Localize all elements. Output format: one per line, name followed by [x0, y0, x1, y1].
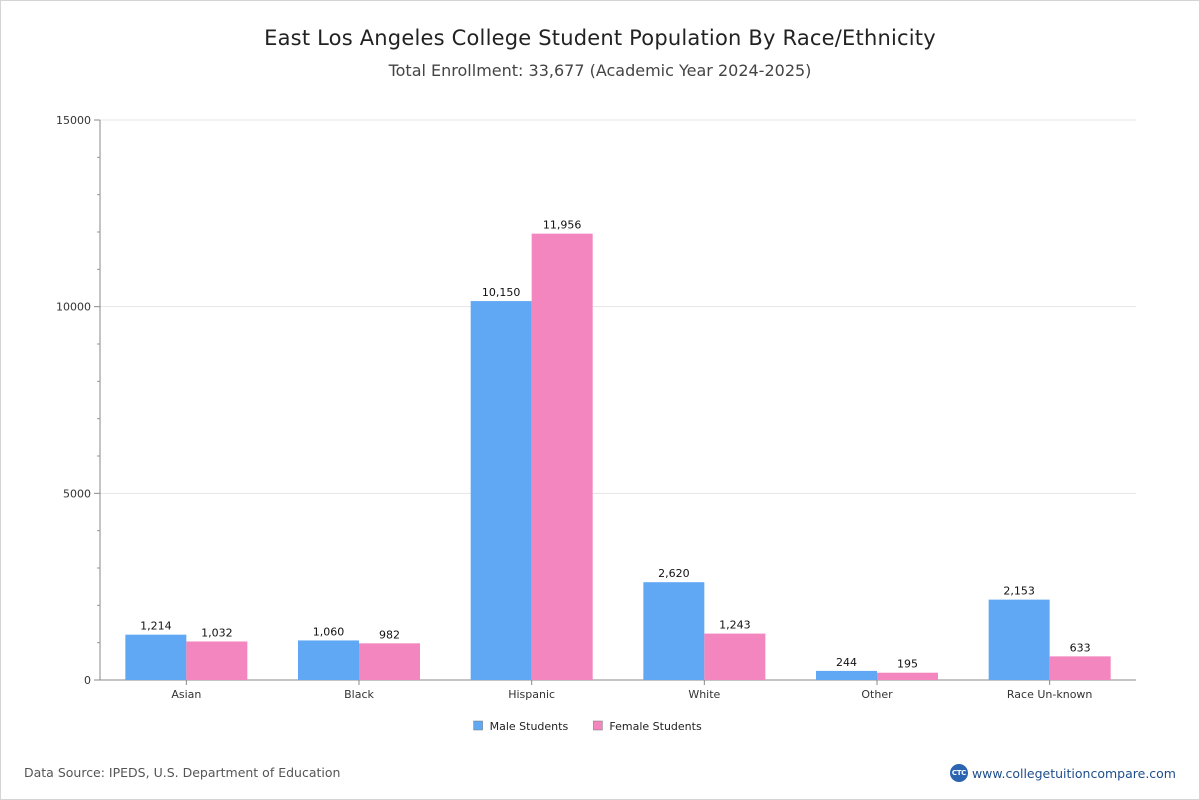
bar-value-label: 2,620	[658, 567, 690, 580]
plot-area	[100, 120, 1136, 680]
legend-swatch-female	[593, 720, 603, 731]
ctc-logo-icon: CTC	[949, 764, 968, 782]
bar-female[interactable]	[877, 672, 938, 680]
bar-value-label: 244	[836, 656, 857, 669]
bar-value-label: 11,956	[543, 219, 582, 232]
data-source-note: Data Source: IPEDS, U.S. Department of E…	[24, 765, 341, 780]
legend-swatch-male	[473, 720, 483, 731]
bar-value-label: 2,153	[1003, 585, 1035, 598]
site-link[interactable]: CTC www.collegetuitioncompare.com	[949, 764, 1176, 782]
y-tick-label: 0	[84, 674, 91, 687]
x-tick-label: Black	[344, 688, 374, 701]
bar-value-label: 1,060	[313, 625, 345, 638]
legend-label: Male Students	[490, 720, 569, 733]
bar-female[interactable]	[704, 633, 766, 680]
y-tick-label: 15000	[56, 114, 91, 127]
bar-value-label: 1,214	[140, 620, 172, 633]
chart-title: East Los Angeles College Student Populat…	[264, 26, 936, 50]
bar-value-label: 1,243	[719, 619, 751, 632]
bar-male[interactable]	[988, 599, 1050, 680]
x-tick-label: Asian	[171, 688, 201, 701]
x-tick-label: Hispanic	[508, 688, 555, 701]
bar-value-label: 982	[379, 628, 400, 641]
y-tick-label: 5000	[63, 487, 91, 500]
bar-value-label: 195	[897, 658, 918, 671]
bar-female[interactable]	[186, 641, 248, 680]
chart-subtitle: Total Enrollment: 33,677 (Academic Year …	[388, 61, 812, 80]
site-url[interactable]: www.collegetuitioncompare.com	[971, 765, 1176, 781]
legend-label: Female Students	[609, 720, 702, 733]
bar-female[interactable]	[359, 643, 420, 680]
x-tick-label: White	[688, 688, 720, 701]
bar-female[interactable]	[531, 233, 593, 680]
x-tick-label: Race Un-known	[1007, 688, 1093, 701]
x-tick-label: Other	[861, 688, 893, 701]
bar-value-label: 633	[1070, 641, 1091, 654]
bar-female[interactable]	[1049, 656, 1111, 680]
bar-male[interactable]	[470, 301, 532, 680]
bar-male[interactable]	[643, 582, 705, 680]
bar-male[interactable]	[816, 670, 877, 680]
bar-male[interactable]	[298, 640, 359, 680]
y-tick-label: 10000	[56, 301, 91, 314]
bar-value-label: 1,032	[201, 626, 233, 639]
bar-value-label: 10,150	[482, 286, 521, 299]
bar-male[interactable]	[125, 634, 187, 680]
